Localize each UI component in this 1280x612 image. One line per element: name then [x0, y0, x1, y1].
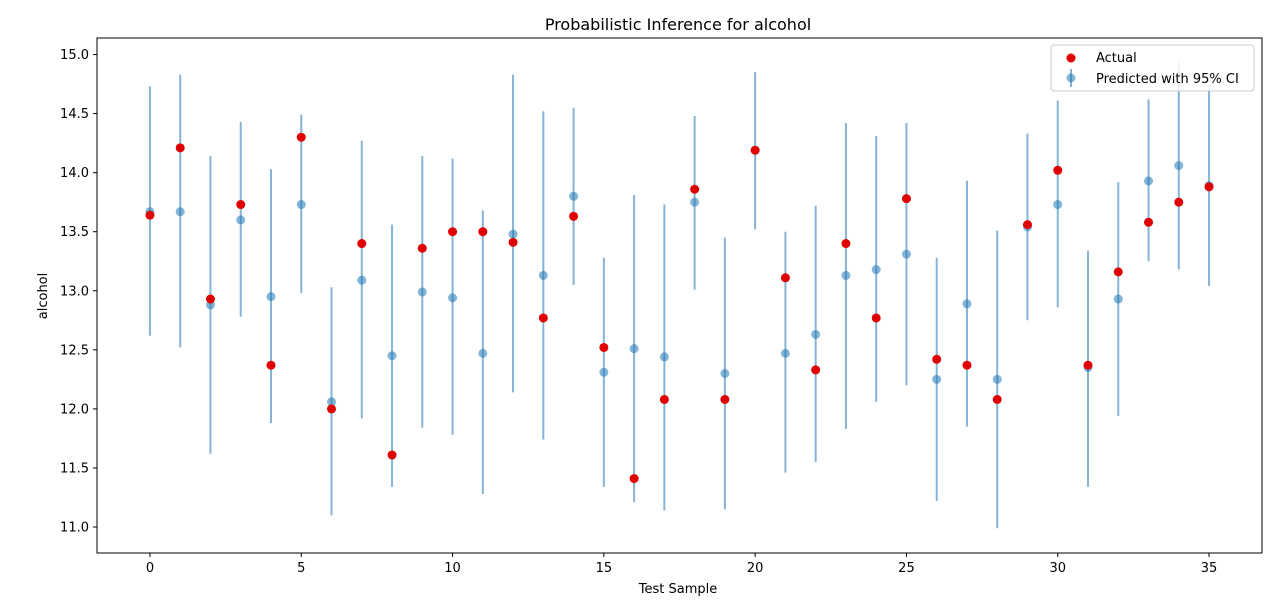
actual-point — [780, 273, 790, 283]
actual-point — [811, 365, 821, 375]
actual-point — [1144, 217, 1154, 227]
y-axis: 11.0 11.5 12.0 12.5 13.0 13.5 14.0 14.5 15.0 — [60, 48, 97, 536]
actual-point — [1083, 360, 1093, 370]
actual-point — [750, 145, 760, 155]
actual-point — [327, 404, 337, 414]
y-tick-label: 13.0 — [60, 284, 89, 299]
actual-point — [599, 342, 609, 352]
predicted-point — [629, 344, 639, 354]
predicted-point — [236, 215, 246, 225]
predicted-point — [417, 287, 427, 297]
predicted-point — [871, 265, 881, 275]
actual-point — [417, 243, 427, 253]
actual-point — [1053, 165, 1063, 175]
legend-marker-predicted — [1066, 73, 1076, 83]
actual-point — [266, 360, 276, 370]
actual-point — [690, 184, 700, 194]
x-tick-label: 10 — [444, 561, 461, 576]
x-tick-label: 35 — [1201, 561, 1218, 576]
y-tick-label: 11.0 — [60, 521, 89, 536]
y-tick-label: 15.0 — [60, 48, 89, 63]
predicted-point — [296, 200, 306, 210]
predicted-point — [962, 299, 972, 309]
legend-label-predicted: Predicted with 95% CI — [1096, 72, 1239, 87]
legend-marker-actual — [1066, 53, 1076, 63]
actual-point — [387, 450, 397, 460]
predicted-point — [780, 348, 790, 358]
plot-frame — [96, 37, 1263, 554]
predicted-point — [901, 249, 911, 259]
y-tick-label: 14.5 — [60, 107, 89, 122]
actual-point — [296, 132, 306, 142]
y-tick-label: 14.0 — [60, 166, 89, 181]
predicted-point — [690, 197, 700, 207]
actual-point — [1204, 182, 1214, 192]
actual-point — [962, 360, 972, 370]
actual-point — [992, 394, 1002, 404]
predicted-point — [1174, 161, 1184, 171]
y-tick-label: 11.5 — [60, 461, 89, 476]
predicted-point — [992, 374, 1002, 384]
actual-point — [841, 239, 851, 249]
actual-point — [145, 210, 155, 220]
y-tick-label: 13.5 — [60, 225, 89, 240]
actual-point — [236, 200, 246, 210]
predicted-point — [1053, 200, 1063, 210]
actual-point — [1174, 197, 1184, 207]
actual-point — [932, 354, 942, 364]
x-axis: 0 5 10 15 20 25 30 35 — [146, 553, 1218, 576]
legend-box — [1050, 44, 1255, 92]
x-tick-label: 20 — [747, 561, 764, 576]
y-axis-title: alcohol — [36, 273, 51, 319]
actual-point — [1113, 267, 1123, 277]
actual-point — [720, 394, 730, 404]
predicted-point — [175, 207, 185, 217]
x-tick-label: 25 — [898, 561, 915, 576]
legend-label-actual: Actual — [1096, 51, 1137, 66]
actual-point — [508, 237, 518, 247]
actual-point — [901, 194, 911, 204]
predicted-point — [266, 292, 276, 302]
predicted-point — [1144, 176, 1154, 186]
predicted-point — [478, 348, 488, 358]
predicted-point — [932, 374, 942, 384]
predicted-point — [448, 293, 458, 303]
x-tick-label: 15 — [596, 561, 613, 576]
actual-point — [659, 394, 669, 404]
predicted-point — [811, 329, 821, 339]
predicted-point — [1113, 294, 1123, 304]
actual-point — [569, 211, 579, 221]
x-tick-label: 30 — [1049, 561, 1066, 576]
x-tick-label: 0 — [146, 561, 154, 576]
chart-title: Probabilistic Inference for alcohol — [545, 15, 811, 34]
plot-area — [145, 61, 1214, 529]
predicted-point — [508, 229, 518, 239]
predicted-point — [538, 270, 548, 280]
actual-point — [538, 313, 548, 323]
legend: Actual Predicted with 95% CI — [1050, 44, 1255, 92]
actual-point — [871, 313, 881, 323]
predicted-point — [659, 352, 669, 362]
predicted-point — [599, 367, 609, 377]
x-tick-label: 5 — [297, 561, 305, 576]
actual-point — [357, 239, 367, 249]
actual-point — [175, 143, 185, 153]
predicted-point — [357, 275, 367, 285]
actual-point — [478, 227, 488, 237]
predicted-point — [720, 368, 730, 378]
actual-point — [448, 227, 458, 237]
y-tick-label: 12.5 — [60, 343, 89, 358]
predicted-point — [569, 191, 579, 201]
actual-point — [205, 294, 215, 304]
actual-point — [629, 474, 639, 484]
predicted-point — [327, 397, 337, 407]
predicted-point — [387, 351, 397, 361]
actual-point — [1022, 220, 1032, 230]
x-axis-title: Test Sample — [638, 582, 717, 597]
y-tick-label: 12.0 — [60, 402, 89, 417]
predicted-point — [841, 270, 851, 280]
